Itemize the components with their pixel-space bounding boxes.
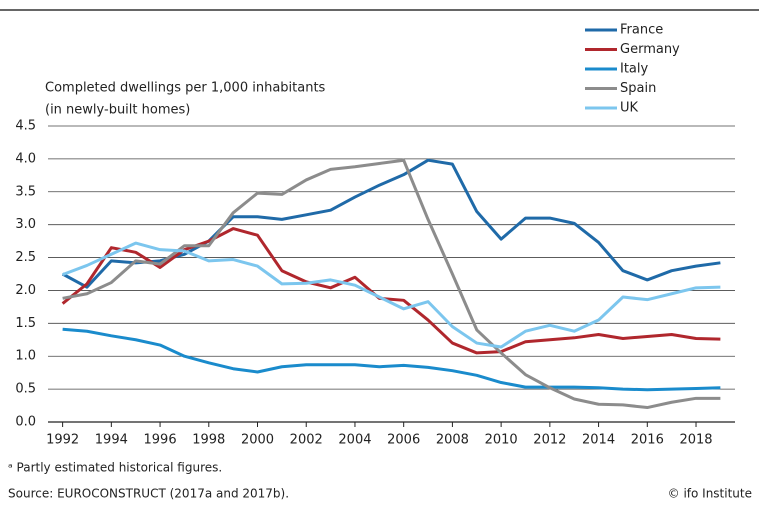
credit: © ifo Institute [668, 487, 752, 501]
source: Source: EUROCONSTRUCT (2017a and 2017b). [8, 487, 289, 501]
y-tick-label: 2.5 [15, 250, 36, 265]
x-tick-label: 2014 [582, 433, 615, 448]
y-tick-label: 0.0 [15, 415, 36, 430]
x-tick-label: 2016 [631, 433, 664, 448]
y-tick-label: 3.0 [15, 217, 36, 232]
series-line [62, 241, 721, 349]
x-tick-label: 2010 [485, 433, 518, 448]
x-tick-label: 2012 [533, 433, 566, 448]
y-tick-label: 2.0 [15, 283, 36, 298]
x-tick-label: 1992 [46, 433, 79, 448]
x-tick-label: 2008 [436, 433, 469, 448]
chart-subtitle: (in newly-built homes) [45, 103, 190, 118]
y-tick-label: 4.5 [15, 119, 36, 134]
x-tick-label: 2006 [387, 433, 420, 448]
x-tick-label: 1996 [144, 433, 177, 448]
x-tick-label: 1998 [192, 433, 225, 448]
x-tick-label: 2002 [290, 433, 323, 448]
legend-label: France [620, 23, 663, 38]
x-tick-label: 1994 [95, 433, 128, 448]
x-tick-label: 2018 [679, 433, 712, 448]
legend-label: Germany [620, 42, 680, 57]
footnote: ᵃ Partly estimated historical figures. [8, 461, 222, 475]
series-line [61, 227, 721, 355]
x-tick-label: 2004 [338, 433, 371, 448]
legend-label: Spain [620, 81, 656, 96]
y-tick-label: 4.0 [15, 151, 36, 166]
chart-title: Completed dwellings per 1,000 inhabitant… [45, 81, 326, 96]
y-tick-label: 1.5 [15, 316, 36, 331]
y-tick-label: 1.0 [15, 349, 36, 364]
y-tick-label: 3.5 [15, 184, 36, 199]
series-line [62, 327, 721, 392]
legend-label: Italy [620, 62, 649, 77]
x-tick-label: 2000 [241, 433, 274, 448]
legend-label: UK [620, 101, 639, 116]
y-tick-label: 0.5 [15, 382, 36, 397]
series-line [62, 158, 721, 410]
